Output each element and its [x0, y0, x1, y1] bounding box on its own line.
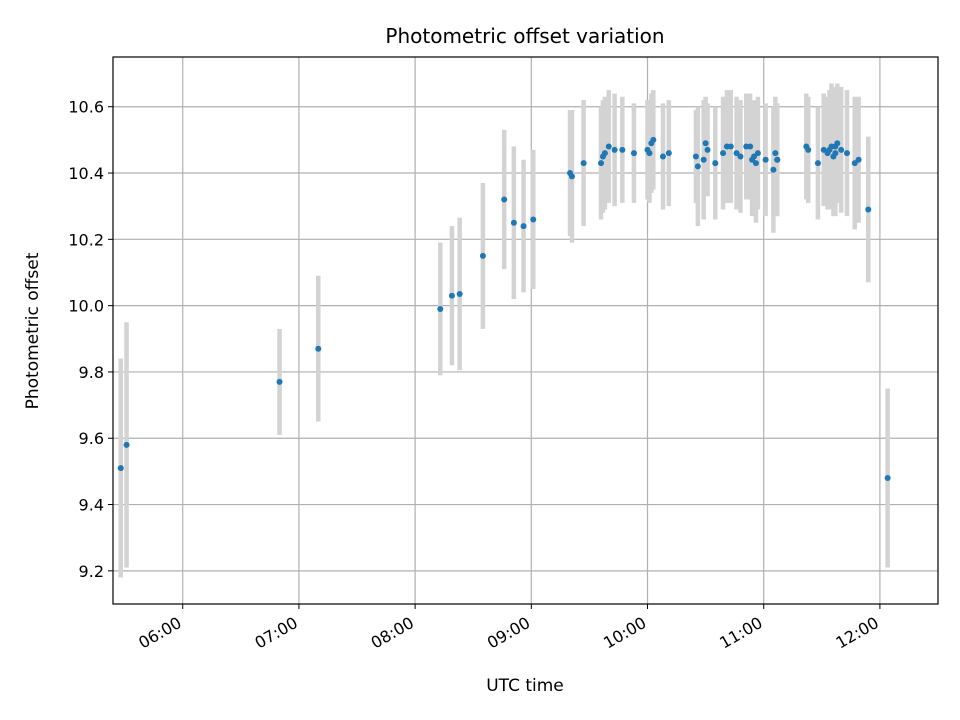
data-point	[646, 150, 653, 157]
y-tick-label: 9.8	[79, 363, 104, 382]
data-point	[762, 156, 769, 163]
data-point	[737, 153, 744, 160]
data-point	[598, 160, 605, 167]
data-point	[479, 252, 486, 259]
data-point	[510, 219, 517, 226]
data-point	[727, 143, 734, 150]
data-point	[660, 153, 666, 160]
data-point	[700, 156, 707, 163]
data-point	[117, 465, 124, 472]
data-point	[884, 475, 891, 482]
data-point	[855, 156, 862, 163]
data-point	[838, 146, 845, 153]
data-point	[520, 223, 527, 230]
plot-frame	[112, 56, 939, 605]
data-point	[814, 160, 821, 167]
data-point	[752, 160, 759, 167]
data-point	[865, 206, 872, 213]
data-point	[772, 150, 779, 157]
x-axis-label: UTC time	[486, 676, 564, 696]
data-point	[619, 146, 626, 153]
data-point	[650, 136, 657, 143]
y-tick-label: 10.2	[68, 230, 104, 249]
y-tick-label: 9.6	[79, 429, 104, 448]
y-tick-label: 9.2	[79, 562, 104, 581]
y-tick-label: 10.6	[68, 98, 104, 117]
data-point	[276, 378, 283, 385]
chart-title: Photometric offset variation	[385, 24, 664, 48]
data-point	[720, 150, 727, 157]
data-point	[702, 140, 709, 147]
data-point	[747, 143, 754, 150]
data-point	[605, 143, 612, 150]
data-point	[805, 146, 812, 153]
data-point	[694, 163, 701, 170]
y-tick-label: 10.0	[68, 297, 104, 316]
data-point	[843, 150, 850, 157]
data-point	[712, 160, 719, 167]
data-point	[123, 441, 130, 448]
data-point	[448, 292, 455, 299]
y-axis: 9.2 9.4 9.6 9.8 10.0 10.2 10.4 10.6	[68, 98, 113, 581]
data-point	[665, 150, 672, 157]
data-point	[834, 140, 841, 147]
data-point	[530, 216, 537, 223]
data-point	[770, 166, 777, 173]
data-point	[754, 150, 761, 157]
y-tick-label: 9.4	[79, 496, 104, 515]
data-point	[315, 345, 322, 352]
data-point	[692, 153, 699, 160]
data-point	[456, 291, 463, 298]
y-tick-label: 10.4	[68, 164, 104, 183]
y-axis-label: Photometric offset	[23, 252, 43, 409]
data-point	[774, 156, 781, 163]
data-point	[704, 146, 711, 153]
data-point	[601, 150, 608, 157]
data-point	[580, 160, 587, 167]
data-points	[117, 136, 891, 482]
data-point	[501, 196, 508, 203]
data-point	[611, 146, 618, 153]
data-point	[630, 150, 637, 157]
data-point	[437, 305, 444, 312]
data-point	[832, 150, 839, 157]
data-point	[568, 173, 575, 180]
